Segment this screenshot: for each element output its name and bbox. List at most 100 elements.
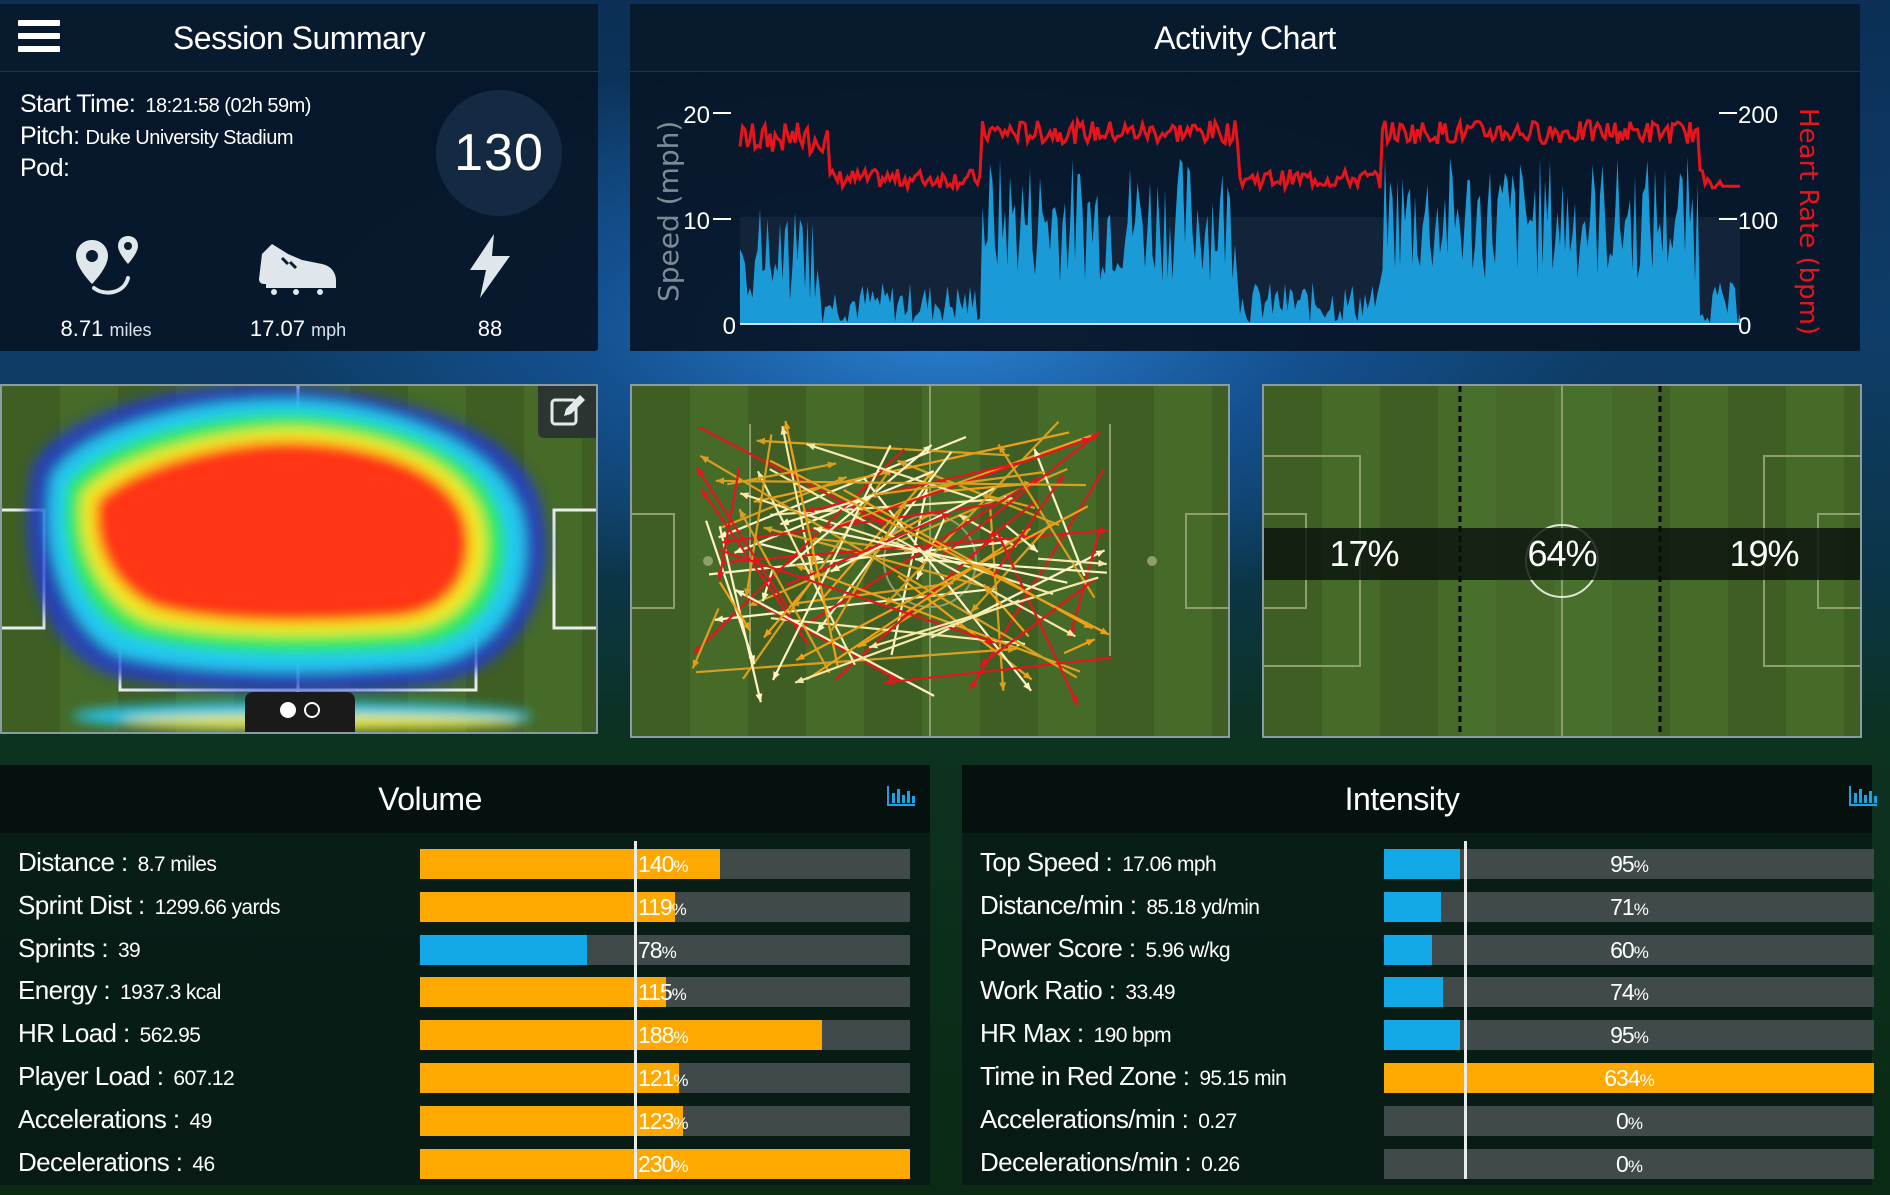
- metric-percent-number: 123: [638, 1107, 674, 1134]
- intensity-row: Decelerations/min : 0.26 0%: [962, 1145, 1874, 1185]
- metric-name: Sprints :: [18, 932, 109, 963]
- metric-percent: 230%: [638, 1149, 689, 1179]
- zone-middle-percent: 64%: [1527, 533, 1597, 574]
- metric-percent: 71%: [1384, 892, 1874, 922]
- volume-row: Distance : 8.7 miles 140%: [0, 845, 930, 885]
- metric-percent: 115%: [638, 977, 687, 1007]
- metric-percent-number: 188: [638, 1022, 674, 1049]
- volume-row: Accelerations : 49 123%: [0, 1102, 930, 1142]
- metric-bar-track: 119%: [420, 891, 910, 922]
- speed-stat: 17.07 mph: [218, 316, 378, 342]
- target-guide-line: [634, 841, 637, 1179]
- metric-percent-number: 74: [1610, 979, 1635, 1006]
- metric-bar-fill: [1384, 849, 1460, 879]
- metric-percent-number: 115: [638, 979, 673, 1006]
- y-left-tick-10: 10: [683, 208, 710, 235]
- distance-unit: miles: [109, 320, 152, 340]
- metric-label: Player Load : 607.12: [18, 1061, 235, 1092]
- start-time-value: 18:21:58 (02h 59m): [145, 95, 311, 117]
- start-time-row: Start Time: 18:21:58 (02h 59m): [20, 90, 311, 119]
- metric-label: Decelerations : 46: [18, 1147, 215, 1178]
- y-right-axis-label: Heart Rate (bpm): [1793, 108, 1823, 335]
- edit-heatmap-button[interactable]: [538, 386, 596, 438]
- metric-bar-fill: [420, 1148, 910, 1179]
- metric-label: Decelerations/min : 0.26: [980, 1147, 1240, 1178]
- metric-percent-sign: %: [1633, 985, 1649, 1005]
- movement-vectors: [632, 386, 1228, 736]
- metric-name: Work Ratio :: [980, 975, 1116, 1006]
- metric-bar-fill: [1384, 891, 1441, 922]
- session-summary-header: Session Summary: [0, 4, 598, 72]
- metric-name: Top Speed :: [980, 847, 1113, 877]
- zone-left-percent: 17%: [1329, 533, 1399, 574]
- metric-value: 190 bpm: [1093, 1024, 1172, 1048]
- metric-name: Decelerations/min :: [980, 1146, 1192, 1177]
- metric-label: Work Ratio : 33.49: [980, 975, 1176, 1006]
- metric-label: HR Max : 190 bpm: [980, 1018, 1172, 1049]
- intensity-row: Distance/min : 85.18 yd/min 71%: [962, 888, 1874, 928]
- metric-percent-sign: %: [673, 1071, 688, 1090]
- session-score-badge: 130: [436, 90, 562, 216]
- metric-percent-sign: %: [1639, 1071, 1655, 1090]
- metric-name: Energy :: [18, 975, 111, 1006]
- metric-percent-number: 121: [638, 1065, 674, 1091]
- metric-bar-track: 634%: [1384, 1063, 1874, 1093]
- metric-percent: 119%: [638, 892, 687, 922]
- speed-area-series: [740, 155, 1740, 324]
- metric-percent-sign: %: [673, 1113, 688, 1133]
- metric-percent-number: 95: [1610, 1022, 1635, 1049]
- metric-value: 562.95: [139, 1024, 201, 1048]
- hamburger-menu-icon[interactable]: [18, 20, 60, 54]
- metric-name: Accelerations/min :: [980, 1103, 1189, 1134]
- metric-name: HR Load :: [18, 1018, 130, 1049]
- volume-row: HR Load : 562.95 188%: [0, 1016, 930, 1056]
- carousel-dot-1[interactable]: [280, 702, 296, 718]
- session-summary-title: Session Summary: [172, 20, 426, 56]
- energy-stat: 88: [410, 316, 570, 342]
- metric-percent-number: 634: [1604, 1065, 1640, 1091]
- bar-chart-icon[interactable]: [1848, 785, 1878, 807]
- metric-bar-track: 121%: [420, 1063, 910, 1093]
- metric-name: HR Max :: [980, 1018, 1084, 1049]
- metric-value: 95.15 min: [1199, 1067, 1287, 1090]
- pitch-label: Pitch:: [20, 122, 80, 150]
- pitch-value: Duke University Stadium: [85, 127, 294, 149]
- speed-value: 17.07: [249, 316, 305, 341]
- metric-label: Power Score : 5.96 w/kg: [980, 933, 1231, 964]
- metric-bar-track: 71%: [1384, 891, 1874, 922]
- y-left-tick-0: 0: [723, 313, 736, 340]
- metric-value: 1937.3 kcal: [120, 981, 221, 1005]
- carousel-pagination: [245, 692, 355, 732]
- boot-icon: [256, 236, 340, 301]
- metric-percent-number: 95: [1610, 851, 1635, 877]
- metric-value: 33.49: [1125, 981, 1175, 1005]
- metric-bar-fill: [420, 891, 675, 922]
- metric-percent-sign: %: [661, 942, 677, 962]
- metric-name: Distance :: [18, 847, 128, 877]
- zone-distribution-pitch: 17% 64% 19%: [1262, 384, 1862, 738]
- activity-chart-header: Activity Chart: [630, 4, 1860, 72]
- metric-value: 0.27: [1198, 1109, 1237, 1133]
- route-pin-icon: [72, 232, 144, 309]
- metric-percent: 0%: [1384, 1149, 1874, 1179]
- metric-bar-fill: [420, 934, 587, 965]
- metric-value: 8.7 miles: [137, 853, 217, 876]
- metric-value: 46: [192, 1152, 215, 1176]
- bar-chart-icon[interactable]: [886, 785, 916, 807]
- metric-percent-number: 60: [1610, 936, 1635, 963]
- metric-percent: 140%: [638, 849, 689, 879]
- metric-percent-sign: %: [1627, 1156, 1643, 1176]
- metric-label: Accelerations/min : 0.27: [980, 1104, 1237, 1135]
- metric-percent: 95%: [1384, 1020, 1874, 1050]
- metric-percent: 78%: [638, 935, 677, 965]
- movement-vectors-pitch: [630, 384, 1230, 738]
- pod-label: Pod:: [20, 154, 70, 182]
- metric-bar-fill: [420, 977, 667, 1008]
- heatmap-pitch: [0, 384, 598, 734]
- volume-title: Volume: [378, 781, 482, 817]
- metric-percent-number: 78: [638, 936, 663, 963]
- metric-percent-sign: %: [671, 985, 687, 1005]
- intensity-row: HR Max : 190 bpm 95%: [962, 1016, 1874, 1056]
- carousel-dot-2[interactable]: [304, 702, 320, 718]
- metric-bar-track: 74%: [1384, 977, 1874, 1008]
